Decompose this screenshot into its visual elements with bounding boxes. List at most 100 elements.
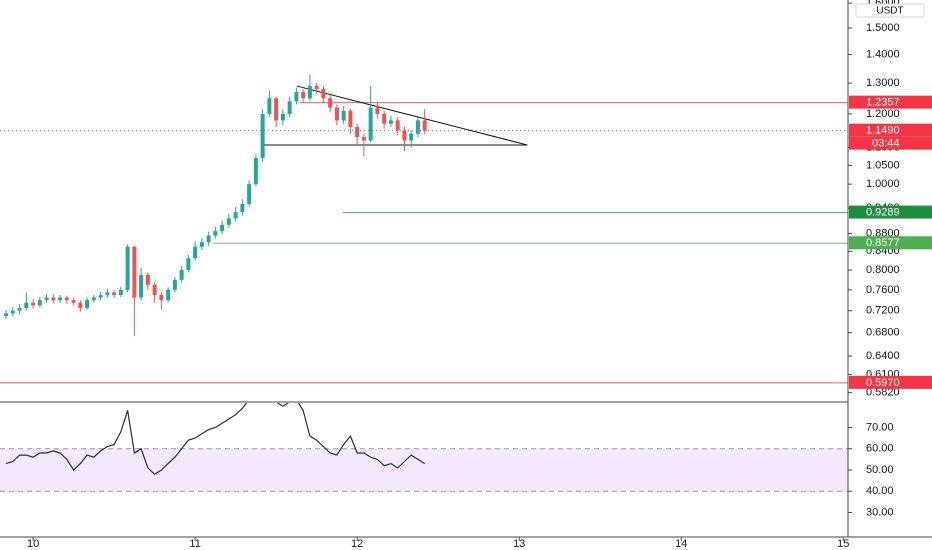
y-tick-label: 1.3000 bbox=[866, 77, 900, 89]
price-tag-label: 1.1490 bbox=[866, 125, 900, 137]
candle-body bbox=[240, 203, 245, 213]
candle-body bbox=[294, 92, 299, 102]
candle-body bbox=[125, 246, 130, 290]
rsi-tick-label: 30.00 bbox=[866, 506, 894, 518]
rsi-tick-label: 70.00 bbox=[866, 421, 894, 433]
x-tick-label: 13 bbox=[513, 538, 525, 550]
price-tag bbox=[849, 205, 932, 219]
candle-body bbox=[260, 113, 265, 159]
y-tick-label: 1.5000 bbox=[866, 22, 900, 34]
rsi-tick-label: 40.00 bbox=[866, 485, 894, 497]
candle-body bbox=[334, 107, 339, 121]
candle-body bbox=[159, 294, 164, 301]
candle-body bbox=[98, 294, 103, 298]
y-tick-label: 0.6800 bbox=[866, 327, 900, 339]
y-tick-label: 0.8000 bbox=[866, 264, 900, 276]
rsi-tick-label: 50.00 bbox=[866, 464, 894, 476]
rsi-tick-label: 60.00 bbox=[866, 443, 894, 455]
candle-body bbox=[17, 308, 22, 311]
candle-body bbox=[112, 292, 117, 295]
candle-body bbox=[199, 242, 204, 247]
candle-body bbox=[226, 218, 231, 225]
candle-body bbox=[152, 284, 157, 295]
candle-body bbox=[348, 110, 353, 127]
candle-body bbox=[321, 89, 326, 99]
candle-body bbox=[402, 130, 407, 141]
y-tick-label: 1.0000 bbox=[866, 178, 900, 190]
candle-body bbox=[85, 300, 90, 309]
candle-body bbox=[31, 302, 36, 306]
candle-body bbox=[166, 289, 171, 301]
candle-body bbox=[220, 224, 225, 232]
candle-body bbox=[206, 235, 211, 243]
candle-body bbox=[409, 133, 414, 141]
candle-body bbox=[91, 297, 96, 301]
candle-body bbox=[58, 297, 63, 301]
y-tick-label: 0.5820 bbox=[866, 387, 900, 399]
candle-body bbox=[382, 113, 387, 124]
candle-body bbox=[307, 86, 312, 99]
candle-body bbox=[355, 126, 360, 138]
x-tick-label: 14 bbox=[675, 538, 687, 550]
candle-body bbox=[395, 120, 400, 131]
candle-body bbox=[193, 246, 198, 259]
candle-body bbox=[37, 300, 42, 306]
price-tag bbox=[849, 95, 932, 109]
currency-box bbox=[855, 3, 925, 18]
price-tag-label: 0.5970 bbox=[866, 377, 900, 389]
candle-body bbox=[132, 246, 137, 298]
candle-body bbox=[78, 302, 83, 309]
candle-body bbox=[105, 292, 110, 295]
candle-body bbox=[247, 184, 252, 204]
price-pane bbox=[0, 74, 848, 384]
candle-body bbox=[4, 313, 9, 317]
candle-body bbox=[361, 137, 366, 141]
candle-body bbox=[341, 110, 346, 121]
candle-body bbox=[301, 92, 306, 99]
candle-body bbox=[368, 107, 373, 141]
price-tag bbox=[849, 236, 932, 250]
rsi-band bbox=[0, 448, 848, 492]
candle-body bbox=[233, 212, 238, 219]
candle-body bbox=[213, 231, 218, 236]
candle-body bbox=[145, 274, 150, 285]
currency-label: USDT bbox=[876, 6, 903, 17]
y-tick-label: 0.7600 bbox=[866, 284, 900, 296]
countdown-label: 03:44 bbox=[872, 138, 900, 150]
x-tick-label: 10 bbox=[27, 538, 39, 550]
price-tag bbox=[849, 123, 932, 137]
candle-body bbox=[415, 120, 420, 134]
x-tick-label: 15 bbox=[837, 538, 849, 550]
candle-body bbox=[388, 120, 393, 124]
price-tag-label: 0.9289 bbox=[866, 206, 900, 218]
rsi-pane bbox=[0, 403, 848, 492]
candle-body bbox=[179, 270, 184, 280]
candle-body bbox=[10, 310, 15, 314]
y-tick-label: 1.4000 bbox=[866, 48, 900, 60]
candle-body bbox=[274, 98, 279, 121]
price-tag-label: 1.2357 bbox=[866, 97, 900, 109]
candle-body bbox=[280, 113, 285, 121]
candle-body bbox=[24, 302, 29, 309]
candle-body bbox=[51, 297, 56, 301]
countdown-tag bbox=[849, 136, 932, 150]
x-tick-label: 12 bbox=[351, 538, 363, 550]
candle-body bbox=[253, 158, 258, 185]
price-tag-label: 0.8577 bbox=[866, 237, 900, 249]
candle-body bbox=[172, 279, 177, 290]
rsi-line bbox=[5, 403, 426, 476]
candle-body bbox=[267, 98, 272, 114]
y-tick-label: 0.8400 bbox=[866, 245, 900, 257]
candle-body bbox=[422, 120, 427, 131]
candle-body bbox=[139, 274, 144, 298]
candle-body bbox=[186, 258, 191, 271]
y-tick-label: 0.6400 bbox=[866, 350, 900, 362]
y-tick-label: 1.2000 bbox=[866, 108, 900, 120]
y-tick-label: 1.0500 bbox=[866, 159, 900, 171]
candle-body bbox=[375, 107, 380, 114]
trendline bbox=[296, 85, 528, 146]
candle-body bbox=[44, 297, 49, 301]
x-tick-label: 11 bbox=[189, 538, 200, 550]
